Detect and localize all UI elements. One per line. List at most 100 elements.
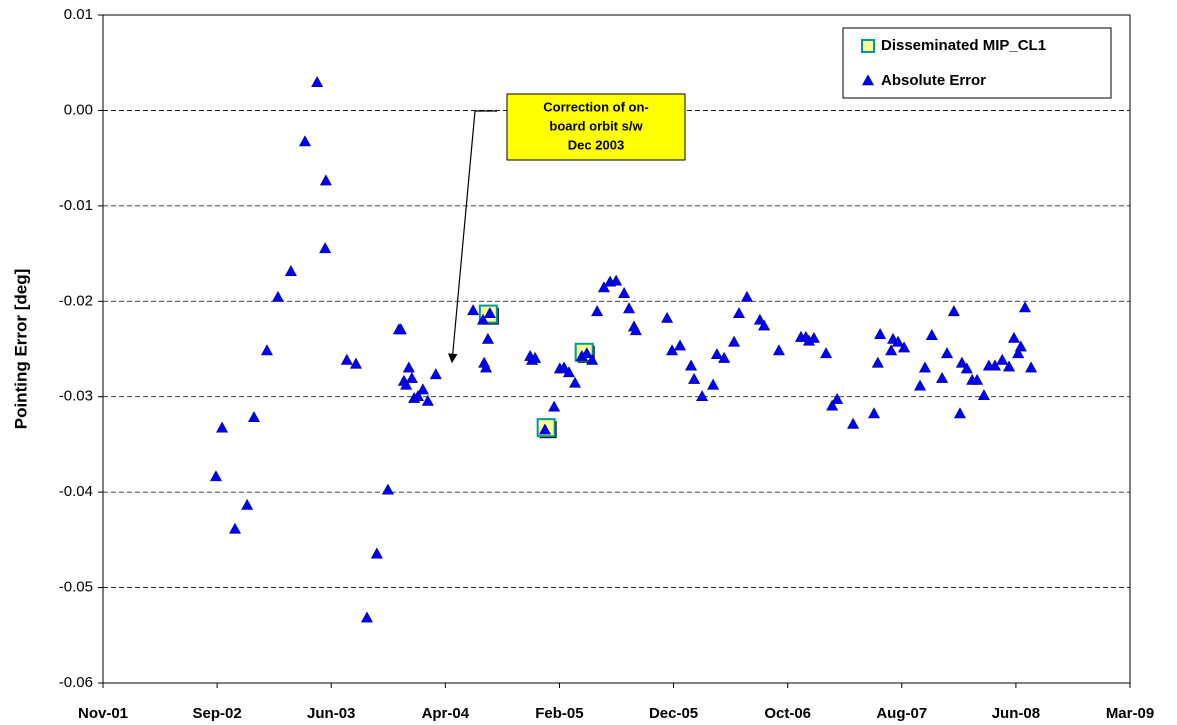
marker: [1003, 360, 1016, 372]
marker: [885, 344, 898, 356]
marker: [394, 323, 407, 335]
marker: [718, 351, 731, 363]
marker: [1012, 347, 1025, 359]
marker: [947, 305, 960, 317]
marker: [548, 400, 561, 412]
marker: [685, 359, 698, 371]
marker: [1014, 340, 1027, 352]
marker: [996, 353, 1009, 365]
marker: [421, 394, 434, 406]
marker: [941, 347, 954, 359]
marker: [871, 356, 884, 368]
marker: [971, 373, 984, 385]
marker: [623, 302, 636, 314]
marker: [483, 307, 496, 318]
marker: [241, 498, 254, 510]
x-tick-label: Feb-05: [535, 705, 583, 722]
x-tick-label: Aug-07: [876, 705, 927, 722]
marker: [988, 359, 1001, 371]
x-tick-label: Jun-08: [992, 705, 1040, 722]
y-axis-label: Pointing Error [deg]: [11, 269, 30, 430]
marker: [696, 390, 709, 402]
plot-frame: [102, 14, 1131, 684]
y-tick-label: -0.03: [59, 388, 93, 405]
marker: [228, 522, 241, 534]
marker: [416, 383, 429, 395]
marker: [340, 353, 353, 365]
marker: [319, 174, 332, 186]
marker: [898, 341, 911, 353]
marker: [914, 379, 927, 391]
marker: [400, 378, 413, 390]
y-tick-label: 0.00: [64, 101, 93, 118]
marker: [710, 348, 723, 360]
x-tick-label: Oct-06: [764, 705, 811, 722]
y-tick-label: -0.04: [59, 483, 93, 500]
marker: [826, 399, 839, 411]
marker: [891, 335, 904, 347]
marker: [216, 421, 229, 433]
legend-box: [842, 27, 1112, 99]
y-tick-label: -0.05: [59, 579, 93, 596]
marker: [807, 331, 820, 343]
marker: [868, 407, 881, 419]
marker: [925, 329, 938, 340]
marker: [476, 313, 489, 325]
marker: [580, 347, 593, 359]
marker: [758, 319, 771, 331]
marker: [591, 305, 604, 317]
marker: [918, 361, 931, 373]
marker: [529, 351, 542, 363]
legend-marker: [861, 39, 875, 53]
marker: [558, 361, 571, 373]
annotation-arrow: [447, 110, 497, 364]
marker: [597, 281, 610, 293]
y-tick-label: -0.06: [59, 674, 93, 691]
marker: [1007, 331, 1020, 343]
marker: [298, 135, 311, 147]
x-tick-label: Nov-01: [78, 705, 128, 722]
marker: [260, 344, 273, 356]
marker: [753, 313, 766, 325]
marker: [538, 423, 551, 435]
marker: [740, 290, 753, 302]
y-tick-label: -0.01: [59, 197, 93, 214]
marker: [874, 328, 887, 339]
marker: [610, 274, 623, 286]
marker: [405, 371, 418, 383]
marker: [847, 417, 860, 429]
marker: [311, 76, 324, 88]
x-tick-label: Jun-03: [307, 705, 355, 722]
marker: [1025, 361, 1038, 373]
marker: [674, 339, 687, 351]
marker: [955, 356, 968, 368]
marker: [411, 390, 424, 402]
legend-marker: [861, 74, 875, 86]
annotation-box: [506, 93, 686, 161]
marker: [370, 547, 383, 559]
marker: [586, 353, 599, 365]
marker: [467, 304, 480, 316]
x-tick-label: Mar-09: [1106, 705, 1154, 722]
marker: [480, 361, 493, 373]
marker: [481, 332, 494, 344]
marker: [247, 411, 261, 423]
marker: [360, 611, 373, 623]
y-tick-label: -0.02: [59, 292, 93, 309]
marker: [402, 361, 415, 373]
marker: [618, 287, 631, 298]
x-tick-label: Apr-04: [422, 705, 470, 722]
marker: [661, 311, 674, 323]
marker: [1019, 301, 1032, 313]
marker: [381, 483, 394, 495]
marker: [688, 372, 701, 384]
marker: [629, 324, 642, 336]
marker: [319, 242, 332, 254]
annotation-text: board orbit s/w: [549, 118, 643, 133]
marker: [732, 307, 745, 318]
x-tick-label: Dec-05: [649, 705, 698, 722]
marker: [429, 368, 442, 380]
marker: [977, 389, 990, 401]
